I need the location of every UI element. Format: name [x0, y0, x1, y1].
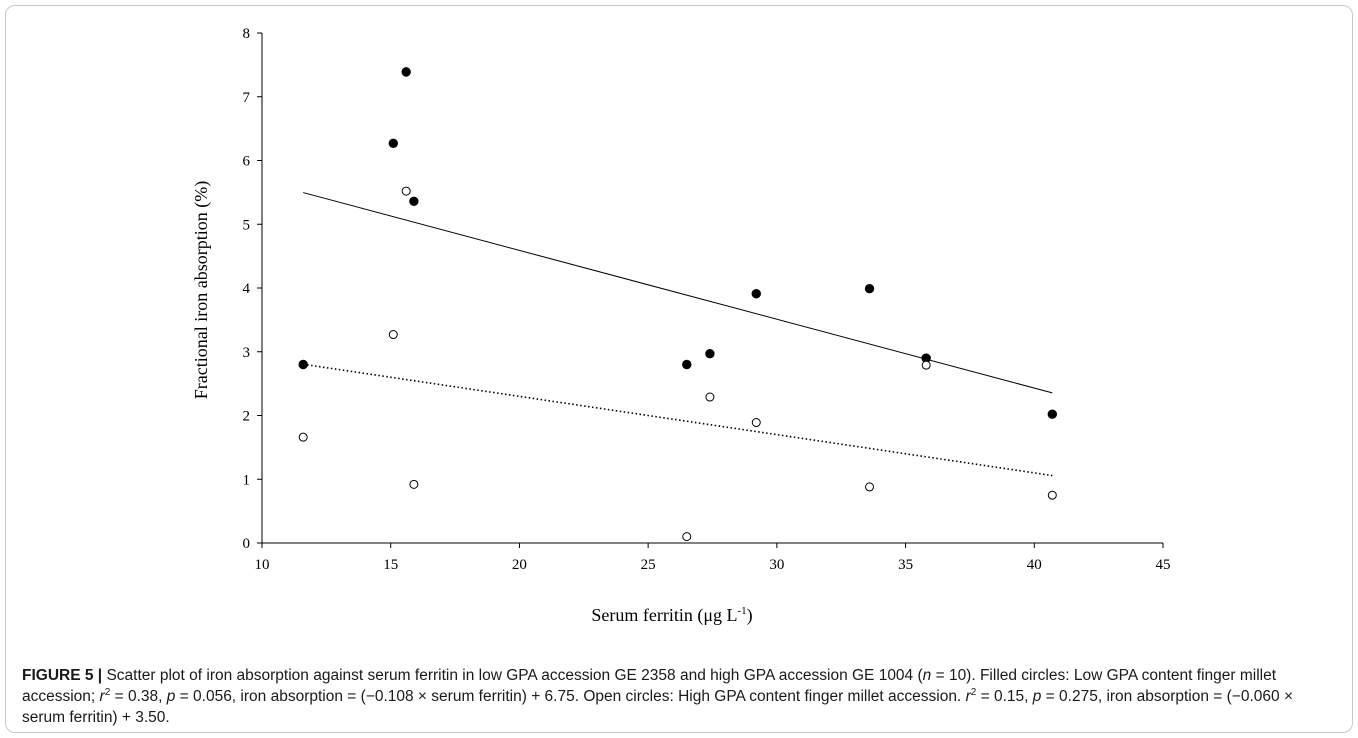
caption-sup-1: 2 — [104, 686, 111, 698]
caption-r-2: r — [965, 688, 971, 705]
caption-text-5: = 0.15, — [976, 688, 1033, 705]
caption-text-2: = 10). Filled circles: Low GPA content f… — [22, 667, 1277, 705]
filled-data-point — [1047, 409, 1058, 419]
x-tick-label: 30 — [769, 557, 784, 573]
open-series-trendline — [303, 363, 1053, 477]
x-tick-label: 40 — [1027, 557, 1042, 573]
open-data-point — [409, 479, 419, 489]
x-axis-title-main: Serum ferritin (μg L — [591, 605, 737, 626]
y-tick-label: 1 — [243, 472, 251, 488]
x-tick-label: 25 — [641, 557, 656, 573]
open-data-point — [1047, 490, 1057, 500]
y-tick-label: 8 — [243, 26, 251, 42]
open-data-point — [298, 432, 308, 442]
figure-caption: FIGURE 5 | Scatter plot of iron absorpti… — [22, 665, 1338, 728]
filled-data-point — [409, 196, 419, 207]
open-data-point — [401, 186, 411, 196]
x-axis-title-superscript: -1 — [737, 605, 746, 617]
caption-p-2: p — [1032, 688, 1042, 705]
y-tick-label: 5 — [243, 217, 251, 233]
trendlines — [303, 192, 1053, 477]
filled-data-point — [298, 359, 308, 370]
figure-label: FIGURE 5 | — [22, 667, 103, 684]
caption-text-3: = 0.38, — [110, 688, 167, 705]
open-data-point — [705, 392, 715, 402]
y-tick-label: 7 — [243, 90, 251, 106]
caption-text-4: = 0.056, iron absorption = (−0.108 × ser… — [175, 688, 966, 705]
x-tick-label: 10 — [255, 557, 270, 573]
x-axis-title: Serum ferritin (μg L-1) — [591, 605, 752, 626]
filled-data-point — [388, 138, 398, 148]
x-tick-label: 45 — [1156, 557, 1171, 573]
figure-frame — [5, 5, 1353, 733]
y-tick-label: 0 — [243, 536, 251, 552]
x-tick-label: 15 — [383, 557, 398, 573]
y-tick-label: 6 — [243, 154, 251, 170]
caption-n: n — [922, 667, 932, 684]
y-axis-title: Fractional iron absorption (%) — [191, 181, 212, 399]
caption-r-1: r — [99, 688, 105, 705]
data-points — [298, 67, 1058, 542]
y-tick-label: 4 — [243, 281, 251, 297]
open-data-point — [682, 532, 692, 542]
filled-data-point — [705, 348, 715, 359]
caption-text-1: Scatter plot of iron absorption against … — [102, 667, 923, 684]
x-tick-label: 20 — [512, 557, 527, 573]
filled-data-point — [401, 67, 411, 77]
open-data-point — [388, 330, 398, 340]
filled-series-trendline — [303, 192, 1053, 394]
x-axis-title-suffix: ) — [747, 605, 753, 626]
open-data-point — [921, 360, 931, 370]
caption-sup-2: 2 — [970, 686, 977, 698]
x-tick-label: 35 — [898, 557, 913, 573]
open-data-point — [751, 418, 761, 428]
caption-p-1: p — [166, 688, 176, 705]
y-tick-label: 2 — [243, 409, 251, 425]
filled-data-point — [682, 359, 692, 370]
filled-data-point — [751, 289, 761, 299]
filled-data-point — [864, 283, 875, 294]
caption-text-6: = 0.275, iron absorption = (−0.060 × ser… — [22, 688, 1294, 726]
open-data-point — [865, 482, 875, 492]
y-tick-label: 3 — [243, 345, 251, 361]
